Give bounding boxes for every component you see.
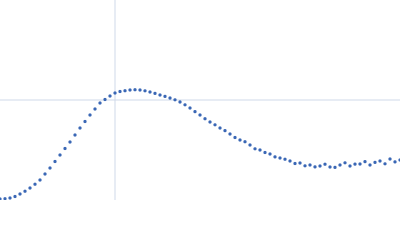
- point: [198, 113, 202, 117]
- point: [388, 157, 392, 161]
- point: [178, 100, 182, 104]
- point: [358, 162, 362, 166]
- point: [308, 163, 312, 167]
- point: [143, 89, 147, 93]
- point: [43, 172, 47, 176]
- point: [343, 161, 347, 165]
- point: [348, 164, 352, 168]
- point: [133, 88, 137, 92]
- point: [188, 106, 192, 110]
- point: [253, 147, 257, 151]
- point: [118, 89, 122, 94]
- point: [23, 189, 27, 193]
- point: [378, 159, 382, 163]
- point: [293, 161, 297, 166]
- point: [0, 197, 2, 200]
- point: [173, 98, 177, 102]
- point: [168, 96, 172, 100]
- point: [88, 113, 92, 117]
- point: [113, 91, 117, 95]
- point: [193, 110, 197, 114]
- point: [68, 140, 72, 144]
- point: [78, 126, 82, 130]
- point: [83, 119, 87, 124]
- point: [223, 129, 227, 133]
- point: [8, 196, 12, 200]
- point: [108, 94, 112, 98]
- point: [323, 162, 327, 166]
- point: [373, 160, 377, 164]
- point: [318, 164, 322, 168]
- point: [328, 165, 332, 169]
- point: [163, 94, 167, 98]
- point: [283, 157, 287, 161]
- point: [53, 159, 57, 164]
- point: [368, 163, 372, 167]
- point: [128, 88, 132, 92]
- point: [213, 123, 217, 127]
- point: [243, 140, 247, 144]
- point: [248, 143, 252, 147]
- point: [338, 163, 342, 167]
- point: [48, 166, 52, 170]
- point: [303, 164, 307, 168]
- point: [63, 146, 67, 151]
- point: [153, 91, 157, 95]
- point: [38, 178, 42, 182]
- point: [73, 133, 77, 137]
- point: [13, 194, 17, 199]
- point: [58, 153, 62, 157]
- point: [228, 132, 232, 136]
- point: [208, 120, 212, 124]
- point: [233, 135, 237, 140]
- point: [218, 126, 222, 130]
- point: [33, 182, 37, 186]
- point: [333, 165, 337, 169]
- point: [278, 156, 282, 160]
- point: [183, 103, 187, 107]
- point: [263, 150, 267, 155]
- point: [203, 117, 207, 121]
- point: [288, 159, 292, 163]
- point: [363, 160, 367, 164]
- point: [103, 97, 107, 102]
- point: [98, 101, 102, 105]
- point: [123, 89, 127, 93]
- point: [258, 148, 262, 152]
- chart: [0, 0, 400, 200]
- point: [353, 162, 357, 166]
- point: [148, 90, 152, 94]
- page: {"chart_data": {"type": "scatter", "colo…: [0, 0, 400, 200]
- point: [273, 155, 277, 159]
- point: [93, 107, 97, 111]
- point: [238, 138, 242, 142]
- point: [393, 160, 397, 164]
- point: [268, 152, 272, 156]
- point: [3, 197, 7, 200]
- point: [298, 161, 302, 165]
- point: [18, 192, 22, 196]
- point: [28, 186, 32, 190]
- point: [383, 162, 387, 166]
- point: [158, 93, 162, 97]
- point: [313, 165, 317, 169]
- point: [138, 88, 142, 92]
